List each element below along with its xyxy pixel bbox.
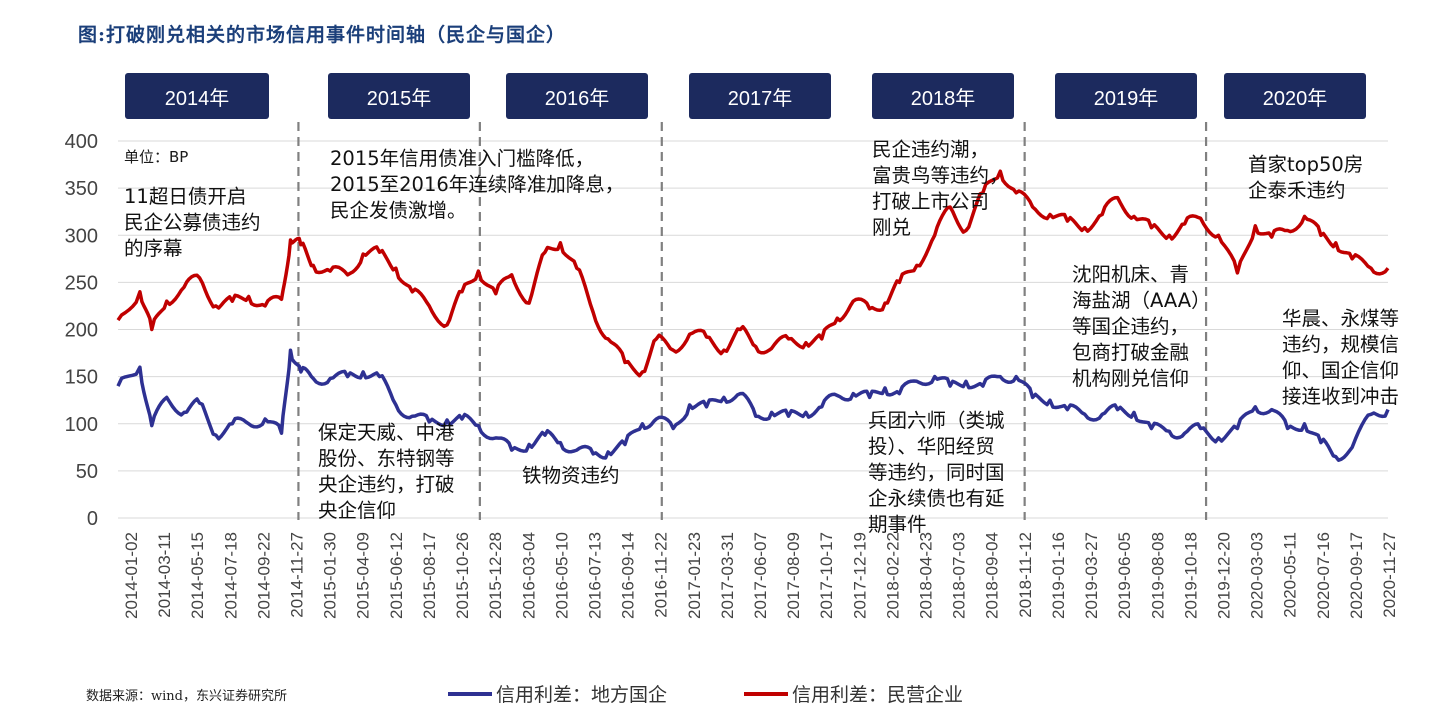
- legend-item-local-state: 信用利差：地方国企: [448, 680, 667, 707]
- y-tick-label: 150: [65, 367, 98, 389]
- series-line: [116, 348, 1390, 462]
- x-tick-label: 2015-04-09: [354, 532, 373, 619]
- x-tick-label: 2014-01-02: [122, 532, 141, 619]
- x-tick-label: 2017-10-17: [817, 532, 836, 619]
- y-axis-ticks: 0 50 100 150 200 250 300 350 400: [65, 131, 98, 530]
- legend-swatch-red: [744, 691, 788, 696]
- x-tick-label: 2019-08-08: [1148, 532, 1167, 619]
- series-lines: [116, 169, 1390, 462]
- y-tick-label: 200: [65, 320, 98, 342]
- x-tick-label: 2014-07-18: [221, 532, 240, 619]
- x-tick-label: 2017-06-07: [751, 532, 770, 619]
- annotation-2015-policy: 2015年信用债准入门槛降低， 2015至2016年连续降准加降息， 民企发债激…: [330, 147, 625, 222]
- y-tick-label: 250: [65, 272, 98, 294]
- legend-item-private: 信用利差：民营企业: [744, 680, 963, 707]
- year-label-2017: 2017年: [689, 73, 831, 119]
- x-tick-label: 2020-03-03: [1248, 532, 1267, 619]
- x-tick-label: 2017-01-23: [685, 532, 704, 619]
- x-tick-label: 2020-07-16: [1314, 532, 1333, 619]
- legend-label: 信用利差：地方国企: [496, 684, 668, 706]
- annotation-private-wave: 民企违约潮， 富贵鸟等违约， 打破上市公司 刚兑: [872, 138, 1009, 239]
- legend-label: 信用利差：民营企业: [792, 684, 964, 706]
- y-tick-label: 300: [65, 225, 98, 247]
- year-label-2016: 2016年: [506, 73, 648, 119]
- x-tick-label: 2015-06-12: [387, 532, 406, 619]
- annotation-shenyang: 沈阳机床、青 海盐湖（AAA） 等国企违约， 包商打破金融 机构刚兑信仰: [1072, 263, 1211, 390]
- x-tick-label: 2017-08-09: [784, 532, 803, 619]
- x-tick-label: 2016-11-22: [652, 532, 671, 618]
- x-tick-label: 2018-07-03: [950, 532, 969, 619]
- x-tick-label: 2014-11-27: [288, 532, 307, 618]
- annotation-soe-default: 保定天威、中港 股份、东特钢等 央企违约，打破 央企信仰: [318, 421, 455, 522]
- x-axis-ticks: 2014-01-02 2014-03-11 2014-05-15 2014-07-18…: [122, 532, 1399, 619]
- x-tick-label: 2015-01-30: [321, 532, 340, 619]
- y-tick-label: 400: [65, 131, 98, 153]
- x-tick-label: 2018-11-12: [1016, 532, 1035, 618]
- year-label-2020: 2020年: [1224, 73, 1366, 119]
- year-label-2014: 2014年: [125, 73, 269, 119]
- x-tick-label: 2020-05-11: [1281, 532, 1300, 618]
- y-tick-label: 0: [87, 508, 98, 530]
- x-tick-label: 2014-09-22: [254, 532, 273, 619]
- x-tick-label: 2015-12-28: [486, 532, 505, 619]
- annotation-bingtuan: 兵团六师（类城 投）、华阳经贸 等违约，同时国 企永续债也有延 期事件: [868, 409, 1005, 536]
- x-tick-label: 2019-10-18: [1181, 532, 1200, 619]
- y-tick-label: 100: [65, 414, 98, 436]
- annotation-chaori: 11超日债开启 民企公募债违约 的序幕: [124, 185, 261, 260]
- x-tick-label: 2018-02-22: [883, 532, 902, 619]
- x-tick-label: 2020-11-27: [1380, 532, 1399, 618]
- x-tick-label: 2014-03-11: [155, 532, 174, 618]
- x-tick-label: 2015-10-26: [453, 532, 472, 619]
- x-tick-label: 2019-01-16: [1049, 532, 1068, 619]
- x-tick-label: 2018-04-23: [917, 532, 936, 619]
- annotation-tiewuzi: 铁物资违约: [522, 464, 620, 487]
- x-tick-label: 2019-12-20: [1214, 532, 1233, 619]
- x-tick-label: 2019-06-05: [1115, 532, 1134, 619]
- annotation-tahoe: 首家top50房 企泰禾违约: [1248, 153, 1364, 202]
- series-line: [116, 169, 1390, 378]
- x-tick-label: 2019-03-27: [1082, 532, 1101, 619]
- x-tick-label: 2017-03-31: [718, 532, 737, 619]
- chart-title: 图:打破刚兑相关的市场信用事件时间轴（民企与国企）: [78, 24, 567, 46]
- x-tick-label: 2016-09-14: [619, 532, 638, 619]
- year-label-2019: 2019年: [1055, 73, 1197, 119]
- legend-swatch-blue: [448, 691, 492, 696]
- x-tick-label: 2016-05-10: [552, 532, 571, 619]
- unit-label: 单位：BP: [124, 148, 189, 166]
- x-tick-label: 2020-09-17: [1347, 532, 1366, 619]
- annotation-huachen: 华晨、永煤等 违约，规模信 仰、国企信仰 接连收到冲击: [1282, 307, 1400, 408]
- y-tick-label: 50: [76, 461, 98, 483]
- year-label-2015: 2015年: [328, 73, 470, 119]
- event-divider-lines: [297, 122, 1208, 520]
- x-tick-label: 2016-03-04: [519, 532, 538, 619]
- x-tick-label: 2014-05-15: [188, 532, 207, 619]
- source-note: 数据来源：wind，东兴证券研究所: [86, 689, 287, 704]
- x-tick-label: 2017-12-19: [850, 532, 869, 619]
- year-label-2018: 2018年: [872, 73, 1014, 119]
- y-tick-label: 350: [65, 178, 98, 200]
- x-tick-label: 2018-09-04: [983, 532, 1002, 619]
- x-tick-label: 2015-08-17: [420, 532, 439, 619]
- x-tick-label: 2016-07-13: [585, 532, 604, 619]
